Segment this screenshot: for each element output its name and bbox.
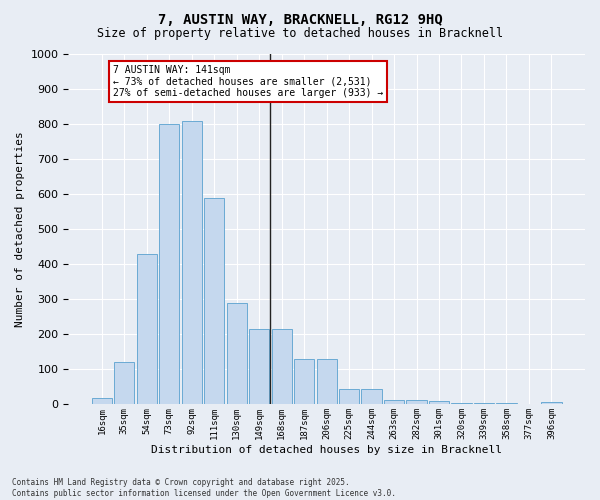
Bar [384,400,404,404]
Bar [92,398,112,404]
Text: 7, AUSTIN WAY, BRACKNELL, RG12 9HQ: 7, AUSTIN WAY, BRACKNELL, RG12 9HQ [158,12,442,26]
Text: Contains HM Land Registry data © Crown copyright and database right 2025.
Contai: Contains HM Land Registry data © Crown c… [12,478,396,498]
Bar [182,120,202,405]
X-axis label: Distribution of detached houses by size in Bracknell: Distribution of detached houses by size … [151,445,502,455]
Bar [451,402,472,404]
Y-axis label: Number of detached properties: Number of detached properties [15,132,25,327]
Bar [272,329,292,404]
Bar [361,388,382,404]
Bar [429,401,449,404]
Bar [227,303,247,404]
Bar [317,359,337,405]
Bar [204,198,224,404]
Bar [541,402,562,404]
Bar [406,400,427,404]
Bar [474,402,494,404]
Bar [249,329,269,404]
Bar [114,362,134,405]
Text: Size of property relative to detached houses in Bracknell: Size of property relative to detached ho… [97,28,503,40]
Bar [294,359,314,405]
Bar [159,124,179,404]
Bar [496,402,517,404]
Text: 7 AUSTIN WAY: 141sqm
← 73% of detached houses are smaller (2,531)
27% of semi-de: 7 AUSTIN WAY: 141sqm ← 73% of detached h… [113,64,383,98]
Bar [339,388,359,404]
Bar [137,254,157,404]
